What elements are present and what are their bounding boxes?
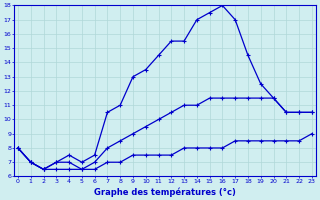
X-axis label: Graphe des températures (°c): Graphe des températures (°c) <box>94 187 236 197</box>
